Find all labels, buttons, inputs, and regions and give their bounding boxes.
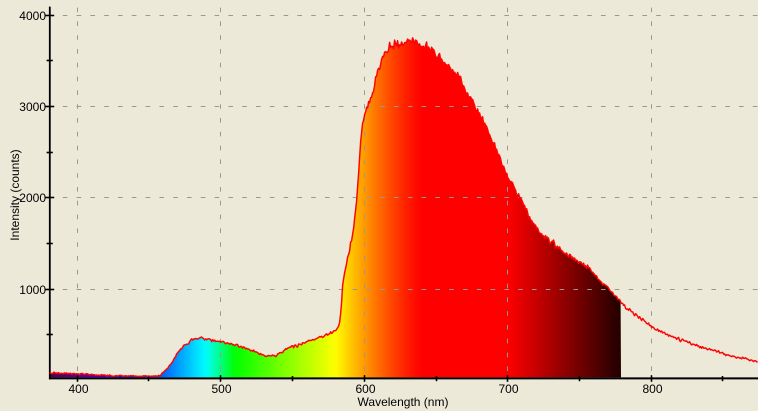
svg-text:2000: 2000 (19, 191, 46, 205)
svg-text:700: 700 (498, 382, 518, 396)
svg-text:Wavelength (nm): Wavelength (nm) (358, 395, 449, 409)
svg-text:Intensity (counts): Intensity (counts) (8, 149, 22, 240)
svg-text:600: 600 (355, 382, 375, 396)
svg-text:500: 500 (211, 382, 231, 396)
svg-text:3000: 3000 (19, 100, 46, 114)
svg-text:800: 800 (642, 382, 662, 396)
svg-text:1000: 1000 (19, 283, 46, 297)
svg-text:400: 400 (68, 382, 88, 396)
svg-text:4000: 4000 (19, 9, 46, 23)
